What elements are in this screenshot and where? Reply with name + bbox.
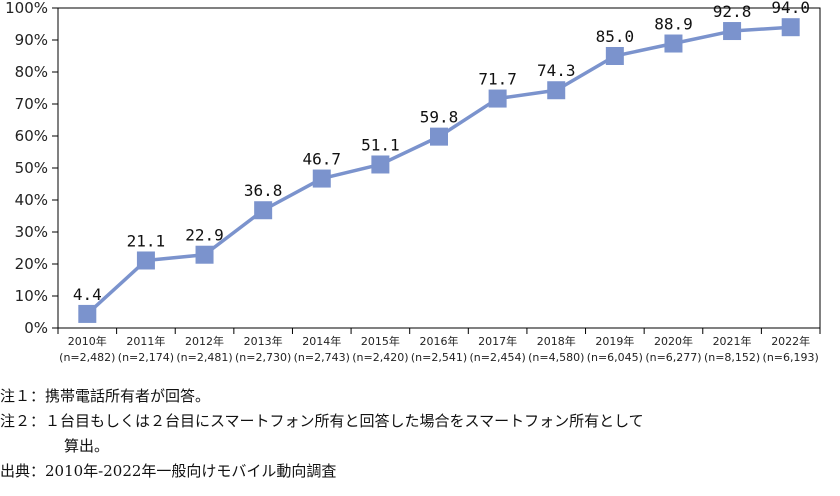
data-point-marker (723, 22, 742, 41)
x-tick-label: 2014年 (302, 334, 341, 348)
series-line (86, 25, 791, 316)
x-tick-label: 2020年 (654, 334, 693, 348)
data-label: 74.3 (537, 61, 576, 80)
x-tick-label: 2017年 (478, 334, 517, 348)
x-tick-label: 2016年 (420, 334, 459, 348)
source-note: 出典：2010年-2022年一般向けモバイル動向調査 (0, 462, 337, 480)
y-tick-label: 40% (15, 191, 48, 209)
data-point-marker (781, 18, 800, 37)
data-point-marker (488, 89, 507, 108)
x-sample-size-label: (n=2,743) (294, 351, 350, 364)
x-sample-size-label: (n=2,730) (235, 351, 291, 364)
x-sample-size-label: (n=6,045) (587, 351, 643, 364)
y-tick-label: 70% (15, 95, 48, 113)
y-tick-label: 10% (15, 287, 48, 305)
data-point-marker (195, 245, 214, 264)
data-label: 36.8 (244, 181, 283, 200)
data-point-marker (547, 81, 566, 100)
data-point-marker (430, 127, 448, 146)
x-sample-size-label: (n=2,541) (411, 351, 467, 364)
x-sample-size-label: (n=2,482) (59, 351, 115, 364)
x-sample-size-label: (n=2,174) (118, 351, 174, 364)
data-label: 71.7 (478, 70, 517, 89)
data-label: 59.8 (420, 108, 459, 127)
data-label: 94.0 (771, 0, 810, 17)
x-sample-size-label: (n=6,193) (763, 351, 819, 364)
data-label: 85.0 (596, 27, 635, 46)
data-label: 46.7 (303, 150, 342, 169)
x-tick-label: 2010年 (68, 334, 107, 348)
x-sample-size-label: (n=6,277) (645, 351, 701, 364)
data-label: 22.9 (185, 226, 224, 245)
x-sample-size-label: (n=2,420) (352, 351, 408, 364)
data-point-marker (664, 34, 683, 53)
note-2-continued: 算出。 (64, 437, 110, 455)
y-tick-label: 30% (15, 223, 48, 241)
plot-frame (57, 7, 821, 329)
data-point-marker (136, 251, 155, 270)
x-axis: 2010年 (n=2,482) 2011年 (n=2,174) 2012年 (n=2,48… (57, 328, 821, 364)
data-point-marker (605, 47, 624, 65)
x-sample-size-label: (n=2,481) (176, 351, 232, 364)
x-tick-label: 2013年 (244, 334, 283, 348)
x-sample-size-label: (n=2,454) (469, 351, 525, 364)
y-tick-label: 80% (15, 63, 48, 81)
data-point-marker (312, 169, 331, 188)
data-point-marker (78, 304, 97, 323)
note-2: 注２：１台目もしくは２台目にスマートフォン所有と回答した場合をスマートフォン所有… (0, 412, 644, 430)
data-label: 51.1 (361, 135, 400, 154)
data-label: 21.1 (127, 231, 166, 250)
note-1: 注１：携帯電話所有者が回答。 (0, 387, 211, 405)
line-chart: 0% 10% 20% 30% 40% 50% 60% 70% 80% 90% 100% 2010年 (… (5, 0, 821, 364)
x-tick-label: 2019年 (595, 334, 634, 348)
y-tick-label: 60% (15, 127, 48, 145)
y-axis: 0% 10% 20% 30% 40% 50% 60% 70% 80% 90% 100% (5, 0, 821, 337)
data-label: 88.9 (654, 15, 693, 34)
x-tick-label: 2012年 (185, 334, 224, 348)
x-tick-label: 2011年 (126, 334, 165, 348)
x-tick-label: 2015年 (361, 334, 400, 348)
series-smartphone-ownership: 4.4 21.1 22.9 36.8 46.7 51.1 59.8 71.7 74.3 85.0 8… (73, 0, 810, 323)
data-label: 4.4 (73, 285, 102, 304)
x-sample-size-label: (n=4,580) (528, 351, 584, 364)
x-tick-label: 2022年 (771, 334, 810, 348)
x-sample-size-label: (n=8,152) (704, 351, 760, 364)
x-tick-label: 2021年 (713, 334, 752, 348)
y-tick-label: 90% (15, 31, 48, 49)
y-tick-label: 50% (15, 159, 48, 177)
data-label: 92.8 (713, 2, 752, 21)
footnotes: 注１：携帯電話所有者が回答。 注２：１台目もしくは２台目にスマートフォン所有と回… (0, 384, 840, 484)
x-tick-label: 2018年 (537, 334, 576, 348)
data-point-marker (254, 201, 273, 220)
y-tick-label: 100% (5, 0, 48, 17)
y-tick-label: 0% (24, 319, 48, 337)
data-point-marker (371, 155, 390, 174)
y-tick-label: 20% (15, 255, 48, 273)
